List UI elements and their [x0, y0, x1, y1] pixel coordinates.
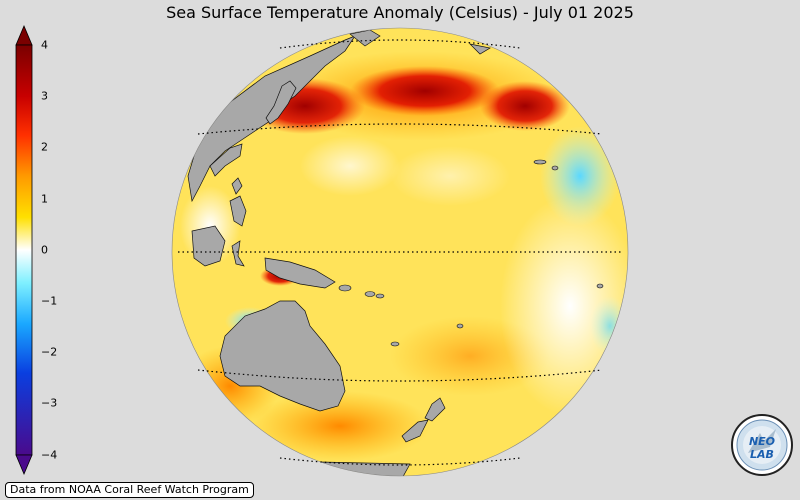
australia-landmass [219, 300, 346, 412]
new-guinea-landmass [264, 257, 336, 289]
kamchatka-landmass [349, 29, 381, 47]
colorbar: 4 3 2 1 0 −1 −2 −3 −4 [0, 22, 60, 478]
colorbar-tick: 0 [41, 243, 48, 257]
neutral-anomaly-region [390, 146, 510, 206]
colorbar-tick: −2 [41, 345, 58, 359]
alaska-landmass [468, 43, 491, 55]
map-title: Sea Surface Temperature Anomaly (Celsius… [166, 3, 634, 22]
taiwan-landmass [231, 177, 243, 195]
china-coast-landmass [209, 143, 243, 177]
latitude-line-30n [197, 123, 603, 135]
colorbar-min-arrow [15, 454, 33, 476]
colorbar-tick: 1 [41, 192, 48, 206]
new-zealand-north-landmass [424, 397, 446, 422]
colorbar-tick: 2 [41, 140, 48, 154]
new-zealand-south-landmass [401, 419, 429, 443]
latitude-lines [178, 39, 622, 466]
cool-anomaly-region [590, 296, 628, 356]
globe-graphic [171, 27, 629, 477]
colorbar-tick: 4 [41, 38, 48, 52]
japan-landmass [265, 80, 297, 125]
neolab-logo[interactable]: NEO LAB [730, 413, 794, 477]
philippines-landmass [229, 195, 247, 227]
colorbar-scale [15, 44, 33, 456]
globe-outline [171, 27, 629, 477]
colorbar-tick: −1 [41, 294, 58, 308]
globe-map [170, 26, 632, 482]
latitude-line-30s [197, 369, 603, 382]
warm-anomaly-region [250, 391, 430, 461]
hot-anomaly-region [350, 66, 500, 116]
antarctica-landmass [319, 461, 411, 476]
data-credit: Data from NOAA Coral Reef Watch Program [5, 482, 254, 498]
sulawesi-landmass [231, 240, 245, 267]
neutral-anomaly-region [300, 136, 400, 196]
colorbar-max-arrow [15, 24, 33, 46]
colorbar-tick: 3 [41, 89, 48, 103]
colorbar-tick: −4 [41, 448, 58, 462]
land-masses [187, 29, 491, 476]
hot-anomaly-region [480, 81, 570, 131]
colorbar-tick: −3 [41, 396, 58, 410]
logo-icon [731, 414, 793, 476]
logo-text: NEO LAB [748, 435, 776, 461]
borneo-landmass [191, 225, 226, 267]
cool-anomaly-region [540, 126, 620, 226]
pacific-islands [338, 159, 604, 347]
colorbar-graphic [15, 24, 33, 476]
